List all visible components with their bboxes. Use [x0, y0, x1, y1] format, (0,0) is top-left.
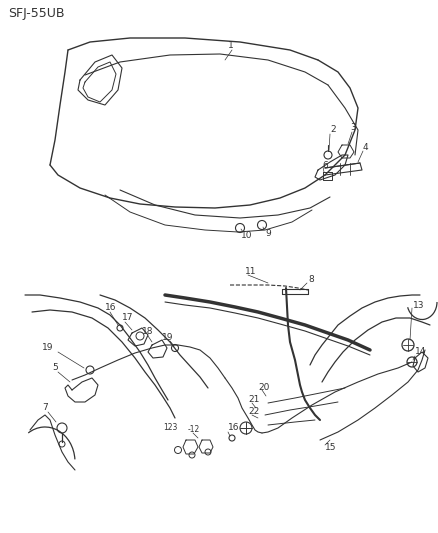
Text: 7: 7: [42, 403, 48, 413]
Text: 22: 22: [248, 408, 259, 416]
Text: 18: 18: [142, 327, 153, 336]
Text: 16: 16: [105, 303, 117, 312]
Text: 20: 20: [258, 383, 269, 392]
Text: 5: 5: [52, 364, 58, 373]
Text: -12: -12: [188, 425, 200, 434]
Text: 21: 21: [248, 395, 259, 405]
Text: 9: 9: [265, 229, 271, 238]
Text: 6: 6: [322, 160, 328, 169]
Text: 13: 13: [413, 301, 424, 310]
Text: 15: 15: [325, 443, 336, 453]
Text: 19: 19: [162, 334, 173, 343]
Text: 1: 1: [228, 42, 234, 51]
Text: 3: 3: [350, 124, 356, 133]
Text: 4: 4: [363, 143, 369, 152]
Text: 11: 11: [245, 268, 257, 277]
Text: 19: 19: [42, 343, 53, 352]
Text: 8: 8: [308, 276, 314, 285]
Text: 17: 17: [122, 313, 134, 322]
Text: 16: 16: [228, 424, 240, 432]
Text: 10: 10: [241, 230, 252, 239]
Text: SFJ-55UB: SFJ-55UB: [8, 7, 64, 20]
Text: 2: 2: [330, 125, 336, 134]
Text: 123: 123: [163, 424, 177, 432]
Text: 14: 14: [415, 348, 426, 357]
